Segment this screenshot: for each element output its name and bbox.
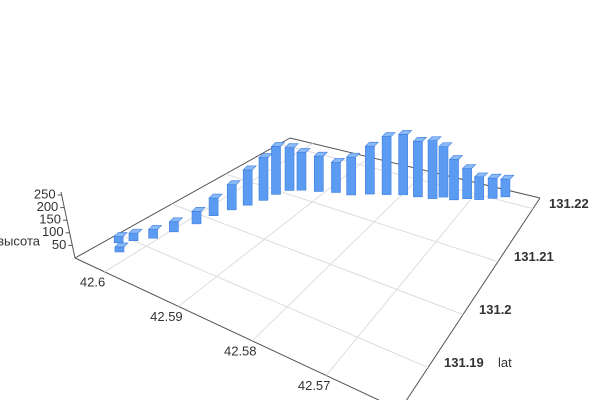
y-tick-label: 131.19 <box>444 355 484 370</box>
z-tick-label: 150 <box>39 212 61 227</box>
bar <box>208 197 219 216</box>
bar-top <box>461 164 477 169</box>
y-tick-label: 131.2 <box>479 302 512 317</box>
bar-top <box>438 142 453 147</box>
bar-top <box>364 141 380 147</box>
z-axis <box>60 191 76 259</box>
bar <box>128 232 139 241</box>
grid-line <box>251 170 427 342</box>
grid-line <box>117 233 429 369</box>
bar <box>169 221 179 233</box>
bars <box>113 130 515 253</box>
bar-top <box>487 173 502 179</box>
x-tick-label: 42.57 <box>298 378 331 393</box>
bar <box>427 140 438 199</box>
bar <box>331 161 341 193</box>
bar <box>148 229 158 239</box>
bar <box>271 146 281 195</box>
bar-top <box>284 143 299 148</box>
bar <box>114 246 125 253</box>
x-tick-label: 42.6 <box>80 274 105 289</box>
bar-top <box>128 228 143 234</box>
y-tick-label: 131.22 <box>549 196 589 211</box>
bar-top <box>168 217 184 223</box>
bar <box>296 152 307 191</box>
y-tick-label: 131.21 <box>514 249 554 264</box>
z-axis-title: высота <box>0 233 41 248</box>
z-tick-label: 100 <box>42 224 64 239</box>
x-tick-label: 42.59 <box>150 309 183 324</box>
bar-top <box>113 232 128 237</box>
bar <box>113 236 124 244</box>
bar-top <box>296 148 311 153</box>
bar <box>284 147 295 191</box>
bar <box>191 210 202 225</box>
bar-top <box>381 132 396 137</box>
bar <box>462 168 472 200</box>
bar <box>398 134 408 196</box>
bar-top <box>412 137 428 142</box>
bar <box>365 145 375 195</box>
bar-top <box>208 193 223 199</box>
grid-line <box>225 173 499 263</box>
bar-top <box>242 165 257 171</box>
bar-top <box>427 136 442 141</box>
z-tick-label: 200 <box>37 199 59 214</box>
floor-edge <box>406 197 541 400</box>
bar <box>242 169 253 206</box>
bar-top <box>313 151 329 157</box>
bar <box>346 156 356 196</box>
bar-top <box>147 225 163 230</box>
bar-top <box>191 206 206 212</box>
z-tick-label: 250 <box>34 186 56 201</box>
bar-top <box>330 157 346 163</box>
labels: 42.6 42.59 42.58 42.57 131.19 lat 131.2 131.21 1… <box>0 186 589 392</box>
x-tick-label: 42.58 <box>224 343 257 358</box>
bar <box>258 157 269 201</box>
y-axis-title: lat <box>498 355 512 370</box>
z-tick-label: 50 <box>52 237 66 252</box>
floor-edge <box>74 257 380 400</box>
bar-top <box>114 242 129 248</box>
bar <box>500 178 511 198</box>
bar-top <box>397 130 413 135</box>
bar-top <box>226 180 241 185</box>
bar <box>226 184 237 211</box>
grid-line <box>104 143 313 273</box>
bar <box>314 155 324 192</box>
bar <box>413 141 423 198</box>
floor-edge <box>74 137 291 259</box>
bar <box>487 177 498 199</box>
grid-line <box>171 203 464 316</box>
bar-top <box>270 142 286 147</box>
grid-line <box>325 184 484 376</box>
bar-top <box>345 152 361 158</box>
bar <box>381 136 392 195</box>
bar <box>474 176 484 200</box>
bar-top <box>500 174 515 180</box>
bar <box>438 146 449 198</box>
bar-top <box>448 155 464 160</box>
bar-top <box>473 172 489 178</box>
bar <box>449 159 459 201</box>
